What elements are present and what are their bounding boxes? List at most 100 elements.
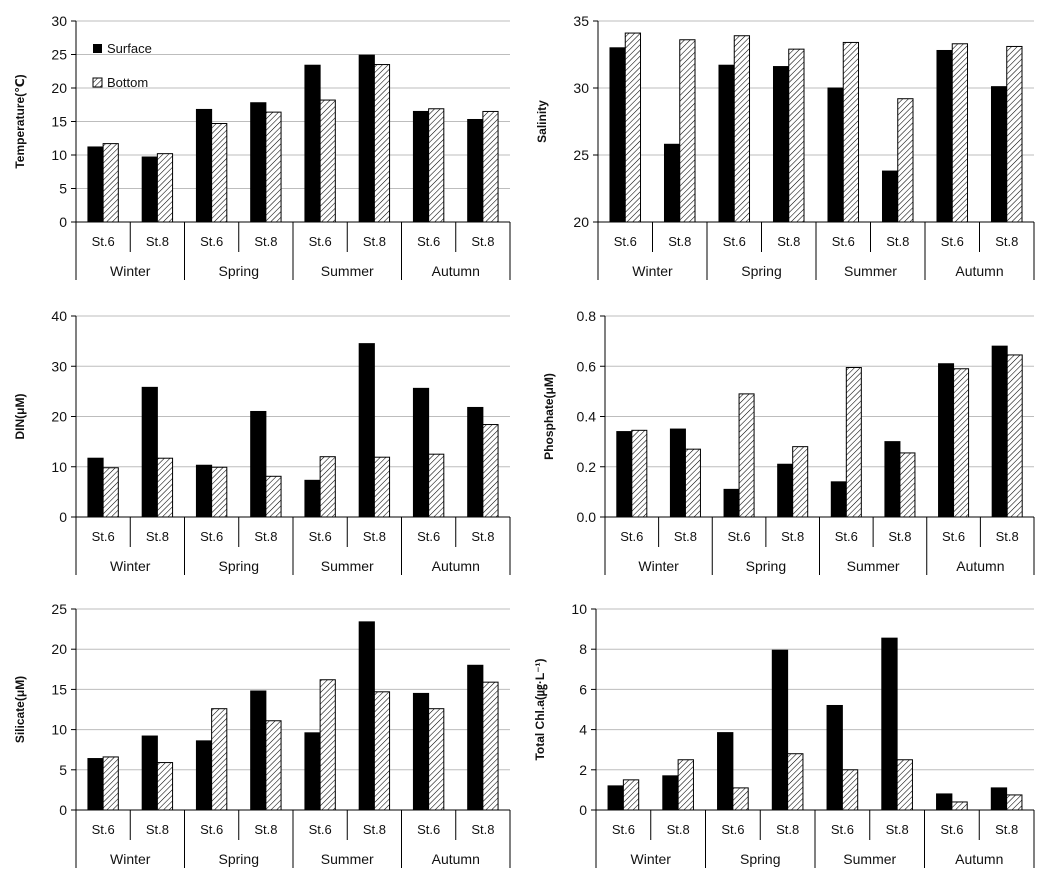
y-tick-label: 0 <box>59 214 67 230</box>
season-label: Summer <box>321 558 374 574</box>
bottom-bar-7 <box>428 453 445 518</box>
bottom-bar-2 <box>684 448 701 518</box>
surface-bar-1 <box>616 431 633 518</box>
station-label: St.8 <box>886 822 909 837</box>
y-tick-label: 30 <box>51 13 67 29</box>
y-tick-label: 4 <box>579 722 587 738</box>
surface-bar-3 <box>718 64 735 223</box>
bottom-bar-4 <box>787 753 804 811</box>
station-label: St.8 <box>363 822 386 837</box>
surface-bar-3 <box>195 464 213 518</box>
y-tick-label: 0.6 <box>577 358 597 374</box>
y-tick-label: 20 <box>573 214 589 230</box>
surface-bar-5 <box>830 481 847 518</box>
station-label: St.6 <box>92 822 115 837</box>
y-tick-label: 2 <box>579 762 587 778</box>
season-label: Winter <box>110 851 151 867</box>
y-tick-label: 0.4 <box>577 409 597 425</box>
y-tick-label: 8 <box>579 641 587 657</box>
station-label: St.8 <box>363 529 386 544</box>
surface-bar-5 <box>826 704 843 811</box>
surface-bar-6 <box>881 170 899 223</box>
station-label: St.6 <box>620 529 643 544</box>
surface-bar-5 <box>827 87 844 223</box>
surface-bar-4 <box>772 66 790 223</box>
station-label: St.6 <box>92 529 115 544</box>
station-label: St.6 <box>417 822 440 837</box>
bottom-bar-7 <box>428 708 445 811</box>
season-label: Spring <box>219 263 259 279</box>
surface-bar-2 <box>141 735 158 811</box>
surface-bar-8 <box>467 664 484 811</box>
bottom-bar-3 <box>732 787 749 811</box>
surface-bar-1 <box>87 146 104 223</box>
station-label: St.8 <box>996 529 1019 544</box>
bottom-bar-1 <box>102 756 119 811</box>
y-axis-title: Phosphate(μM) <box>542 373 556 460</box>
y-tick-label: 10 <box>51 722 67 738</box>
station-label: St.8 <box>668 234 691 249</box>
surface-bar-6 <box>358 621 375 811</box>
surface-bar-2 <box>141 156 158 223</box>
bottom-bar-5 <box>845 367 862 518</box>
station-label: St.6 <box>940 822 963 837</box>
station-label: St.6 <box>200 234 223 249</box>
bottom-bar-2 <box>156 153 174 223</box>
station-label: St.8 <box>667 822 690 837</box>
station-label: St.8 <box>254 529 277 544</box>
season-label: Autumn <box>955 263 1003 279</box>
station-label: St.8 <box>471 529 494 544</box>
y-tick-label: 5 <box>59 762 67 778</box>
station-label: St.8 <box>471 822 494 837</box>
bottom-bar-8 <box>482 424 499 518</box>
station-label: St.6 <box>721 822 744 837</box>
season-label: Autumn <box>956 558 1004 574</box>
station-label: St.6 <box>728 529 751 544</box>
station-label: St.8 <box>888 529 911 544</box>
legend-bottom-label: Bottom <box>107 75 148 90</box>
station-label: St.8 <box>781 529 804 544</box>
bottom-bar-1 <box>622 779 640 811</box>
y-tick-label: 20 <box>51 80 67 96</box>
season-label: Winter <box>110 558 151 574</box>
y-axis-title: Salinity <box>535 100 549 143</box>
surface-bar-5 <box>304 64 321 223</box>
bottom-bar-3 <box>211 708 228 811</box>
bottom-bar-5 <box>841 769 859 811</box>
y-tick-label: 5 <box>59 181 67 197</box>
surface-bar-4 <box>250 102 267 223</box>
y-tick-label: 30 <box>51 358 67 374</box>
bottom-bar-1 <box>102 143 119 223</box>
season-label: Spring <box>219 558 259 574</box>
bottom-bar-1 <box>631 429 648 518</box>
y-tick-label: 15 <box>51 681 67 697</box>
station-label: St.6 <box>835 529 858 544</box>
season-label: Spring <box>746 558 786 574</box>
season-label: Summer <box>321 851 374 867</box>
bottom-bar-1 <box>102 467 119 518</box>
bottom-bar-8 <box>482 110 499 223</box>
season-label: Autumn <box>432 851 480 867</box>
bottom-bar-7 <box>951 43 969 223</box>
station-label: St.6 <box>417 529 440 544</box>
y-tick-label: 40 <box>51 308 67 324</box>
season-label: Winter <box>632 263 673 279</box>
surface-bar-8 <box>991 345 1008 518</box>
station-label: St.8 <box>146 529 169 544</box>
surface-bar-5 <box>304 479 321 518</box>
station-label: St.6 <box>309 822 332 837</box>
surface-bar-1 <box>607 785 624 811</box>
surface-bar-1 <box>87 758 104 811</box>
surface-bar-3 <box>195 740 213 811</box>
y-tick-label: 10 <box>51 147 67 163</box>
surface-bar-2 <box>141 386 158 518</box>
season-label: Autumn <box>432 558 480 574</box>
bottom-bar-6 <box>373 691 391 811</box>
station-label: St.8 <box>674 529 697 544</box>
surface-bar-4 <box>771 649 789 811</box>
station-label: St.6 <box>612 822 635 837</box>
bottom-bar-6 <box>373 456 391 518</box>
station-label: St.8 <box>254 822 277 837</box>
y-tick-label: 25 <box>51 601 67 617</box>
station-label: St.6 <box>942 529 965 544</box>
